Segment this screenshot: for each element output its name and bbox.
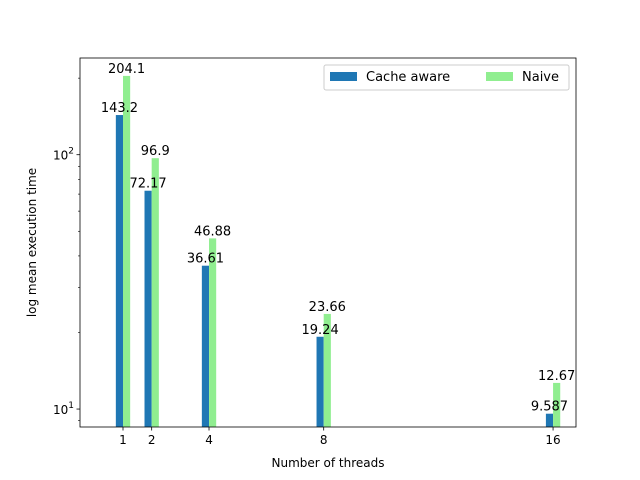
y-tick-label: 101 — [53, 401, 74, 417]
data-labels: 143.2 72.17 36.61 19.24 9.587 204.1 96.9 46.88 2… — [101, 62, 575, 415]
data-label-cache-aware-4: 36.61 — [187, 252, 224, 267]
bars-layer — [115, 75, 561, 428]
data-label-naive-2: 96.9 — [141, 144, 170, 159]
x-tick-label: 2 — [148, 433, 156, 447]
data-label-cache-aware-2: 72.17 — [129, 177, 166, 192]
x-tick-label: 1 — [119, 433, 127, 447]
bar-naive-16 — [553, 382, 561, 427]
x-tick-label: 4 — [205, 433, 213, 447]
x-tick-label: 16 — [545, 433, 560, 447]
legend: Cache aware Naive — [323, 64, 570, 91]
legend-label-naive: Naive — [522, 70, 559, 85]
data-label-cache-aware-16: 9.587 — [531, 400, 568, 415]
data-label-cache-aware-8: 19.24 — [302, 323, 339, 338]
legend-box — [323, 64, 570, 91]
legend-swatch-naive — [486, 72, 513, 81]
bar-naive-4 — [209, 238, 217, 427]
y-axis-label: log mean execution time — [25, 168, 39, 317]
y-tick-label: 102 — [53, 147, 74, 163]
data-label-naive-1: 204.1 — [108, 62, 145, 77]
bar-naive-2 — [151, 158, 159, 427]
data-label-cache-aware-1: 143.2 — [101, 101, 138, 116]
x-axis-label: Number of threads — [272, 456, 385, 470]
bar-naive-1 — [123, 75, 131, 428]
x-axis-ticks: 1 2 4 8 16 — [119, 427, 561, 447]
legend-label-cache-aware: Cache aware — [366, 70, 450, 85]
x-tick-label: 8 — [320, 433, 328, 447]
y-axis-ticks: 101 102 — [53, 147, 80, 417]
data-label-naive-8: 23.66 — [309, 300, 346, 315]
legend-swatch-cache-aware — [330, 72, 357, 81]
data-label-naive-4: 46.88 — [194, 224, 231, 239]
plot-frame — [79, 57, 577, 428]
bar-naive-8 — [323, 313, 331, 427]
bar-cache-aware-16 — [545, 413, 554, 427]
bar-cache-aware-1 — [115, 115, 124, 427]
bar-cache-aware-2 — [144, 190, 152, 427]
data-label-naive-16: 12.67 — [538, 369, 575, 384]
bar-cache-aware-4 — [201, 265, 210, 427]
bar-cache-aware-8 — [316, 336, 324, 427]
